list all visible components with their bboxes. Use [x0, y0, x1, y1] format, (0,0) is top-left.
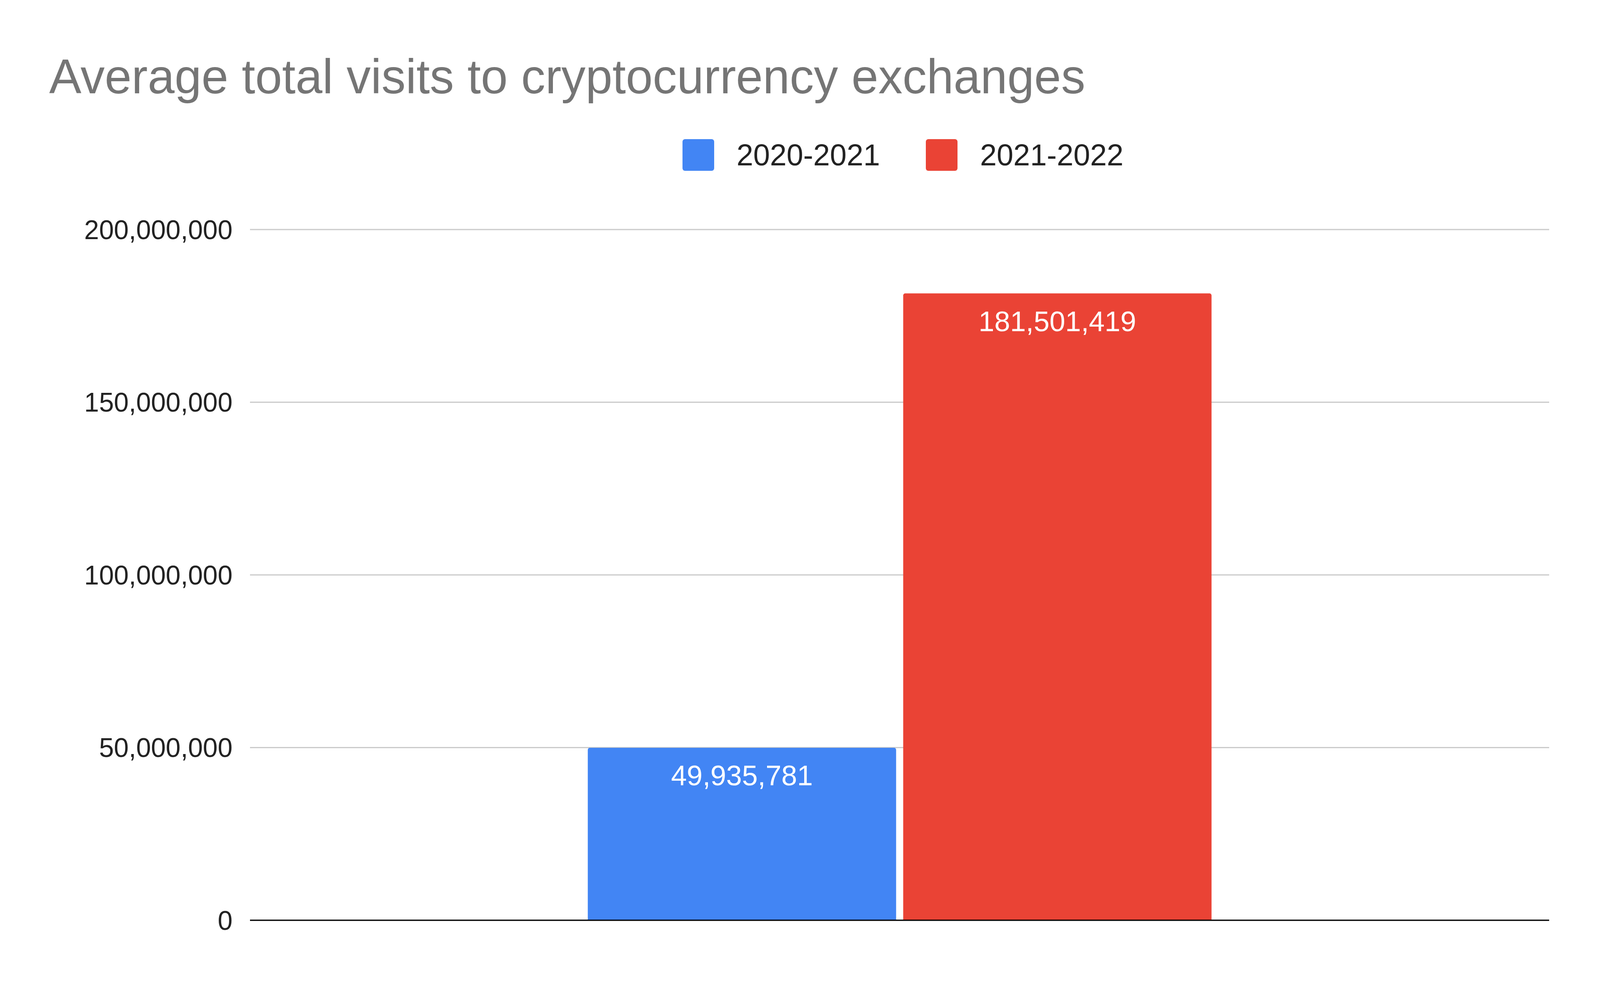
svg-text:150,000,000: 150,000,000: [84, 387, 233, 418]
svg-text:181,501,419: 181,501,419: [978, 305, 1137, 338]
svg-text:49,935,781: 49,935,781: [671, 759, 813, 792]
html-text:2021-2022: 2021-2022: [980, 138, 1124, 172]
html-text:Average total visits to crypto: Average total visits to cryptocurrency e…: [49, 49, 1086, 104]
svg-text:50,000,000: 50,000,000: [99, 732, 233, 763]
html-text:2020-2021: 2020-2021: [736, 138, 880, 172]
svg-text:200,000,000: 200,000,000: [84, 215, 233, 245]
svg-text:0: 0: [217, 905, 233, 936]
svg-text:100,000,000: 100,000,000: [84, 560, 233, 591]
